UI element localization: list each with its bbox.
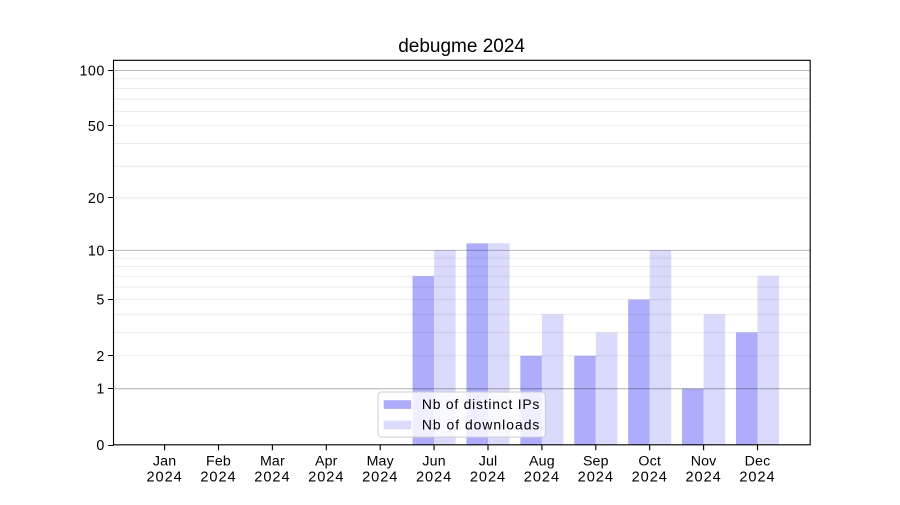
svg-text:2024: 2024 xyxy=(146,470,182,486)
svg-text:Apr: Apr xyxy=(315,453,338,469)
svg-text:Feb: Feb xyxy=(206,453,231,469)
svg-text:100: 100 xyxy=(79,63,104,79)
svg-text:Dec: Dec xyxy=(745,453,771,469)
svg-text:1: 1 xyxy=(96,382,104,398)
svg-text:10: 10 xyxy=(88,243,105,259)
svg-text:Nb of distinct IPs: Nb of distinct IPs xyxy=(422,396,540,412)
svg-text:May: May xyxy=(367,453,395,469)
svg-text:2024: 2024 xyxy=(739,470,775,486)
svg-text:2024: 2024 xyxy=(685,470,721,486)
svg-text:debugme 2024: debugme 2024 xyxy=(398,36,525,57)
svg-text:Jan: Jan xyxy=(153,453,176,469)
svg-text:Aug: Aug xyxy=(529,453,555,469)
svg-text:2024: 2024 xyxy=(308,470,344,486)
svg-text:2024: 2024 xyxy=(416,470,452,486)
svg-text:2024: 2024 xyxy=(524,470,560,486)
svg-text:2024: 2024 xyxy=(632,470,668,486)
svg-text:Nb of downloads: Nb of downloads xyxy=(422,416,540,432)
svg-text:2024: 2024 xyxy=(578,470,614,486)
svg-text:2: 2 xyxy=(96,349,104,365)
svg-text:50: 50 xyxy=(88,119,105,135)
svg-text:Jul: Jul xyxy=(479,453,498,469)
svg-text:Nov: Nov xyxy=(691,453,717,469)
svg-text:5: 5 xyxy=(96,293,104,309)
svg-text:2024: 2024 xyxy=(200,470,236,486)
svg-text:2024: 2024 xyxy=(470,470,506,486)
svg-text:2024: 2024 xyxy=(254,470,290,486)
svg-text:Jun: Jun xyxy=(422,453,445,469)
svg-text:Oct: Oct xyxy=(638,453,661,469)
svg-text:20: 20 xyxy=(88,191,105,207)
svg-text:Sep: Sep xyxy=(583,453,609,469)
svg-text:0: 0 xyxy=(96,438,104,454)
svg-text:Mar: Mar xyxy=(260,453,285,469)
svg-text:2024: 2024 xyxy=(362,470,398,486)
